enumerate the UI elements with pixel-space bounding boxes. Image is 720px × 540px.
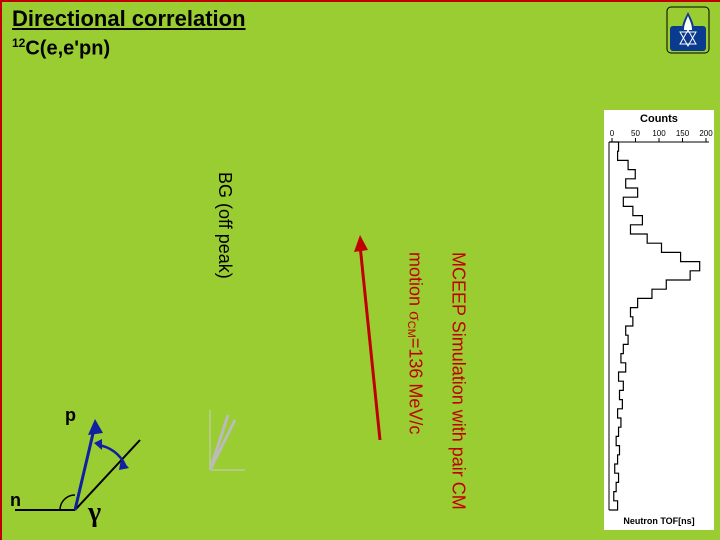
mceep-line1: MCEEP Simulation with pair CM [449, 252, 469, 510]
top-border [0, 0, 720, 2]
angle-diagram: p n γ [10, 395, 180, 535]
reaction-text: C(e,e'pn) [25, 38, 110, 60]
left-border [0, 0, 2, 540]
slide-title: Directional correlation [12, 6, 246, 32]
svg-text:200: 200 [699, 129, 713, 138]
mceep-line2-prefix: motion [405, 252, 425, 311]
svg-text:Neutron TOF[ns]: Neutron TOF[ns] [623, 516, 694, 526]
university-logo [666, 6, 710, 54]
sigma-subscript: CM [405, 321, 417, 338]
bg-offpeak-label: BG (off peak) [214, 172, 235, 279]
mceep-line2-suffix: =136 MeV/c [405, 338, 425, 435]
svg-text:100: 100 [652, 129, 666, 138]
small-sketch [200, 400, 250, 480]
gamma-label: γ [88, 497, 101, 529]
reaction-label: 12C(e,e'pn) [12, 36, 110, 61]
svg-text:Counts: Counts [640, 113, 678, 125]
svg-text:150: 150 [676, 129, 690, 138]
mceep-caption: MCEEP Simulation with pair CM motion σCM… [382, 232, 490, 510]
p-label: p [65, 405, 76, 426]
tof-histogram: Counts 0 50 100 150 200 Neutron TOF[ns] [604, 110, 714, 530]
n-label: n [10, 490, 21, 511]
svg-text:0: 0 [610, 129, 615, 138]
mass-number: 12 [12, 36, 25, 50]
svg-text:50: 50 [631, 129, 640, 138]
sigma-symbol: σ [405, 311, 425, 321]
mceep-arrow [350, 230, 390, 450]
